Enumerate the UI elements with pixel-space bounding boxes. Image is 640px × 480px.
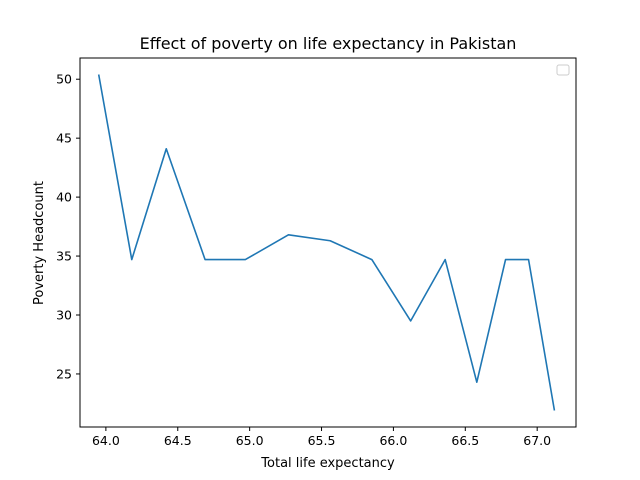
legend-box bbox=[556, 64, 570, 76]
y-tick-label: 25 bbox=[56, 366, 72, 381]
y-tick-label: 40 bbox=[56, 190, 72, 205]
x-tick-label: 66.5 bbox=[451, 433, 479, 448]
y-tick-label: 45 bbox=[56, 131, 72, 146]
x-tick-label: 65.5 bbox=[308, 433, 336, 448]
y-tick-label: 35 bbox=[56, 249, 72, 264]
plot-frame bbox=[79, 57, 577, 428]
x-tick-label: 64.5 bbox=[164, 433, 192, 448]
legend bbox=[556, 64, 570, 76]
x-tick-label: 67.0 bbox=[523, 433, 551, 448]
x-tick-label: 66.0 bbox=[379, 433, 407, 448]
y-axis: 25 30 35 40 45 50 bbox=[56, 72, 80, 381]
plot-area bbox=[97, 74, 556, 411]
x-tick-label: 64.0 bbox=[92, 433, 120, 448]
x-axis-label: Total life expectancy bbox=[260, 456, 395, 471]
y-axis-label: Poverty Headcount bbox=[32, 181, 47, 305]
x-axis: 64.0 64.5 65.0 65.5 66.0 66.5 67.0 bbox=[92, 427, 551, 448]
series-line bbox=[97, 74, 556, 411]
y-tick-label: 50 bbox=[56, 72, 72, 87]
x-tick-label: 65.0 bbox=[236, 433, 264, 448]
y-tick-label: 30 bbox=[56, 308, 72, 323]
chart-title: Effect of poverty on life expectancy in … bbox=[140, 34, 517, 53]
